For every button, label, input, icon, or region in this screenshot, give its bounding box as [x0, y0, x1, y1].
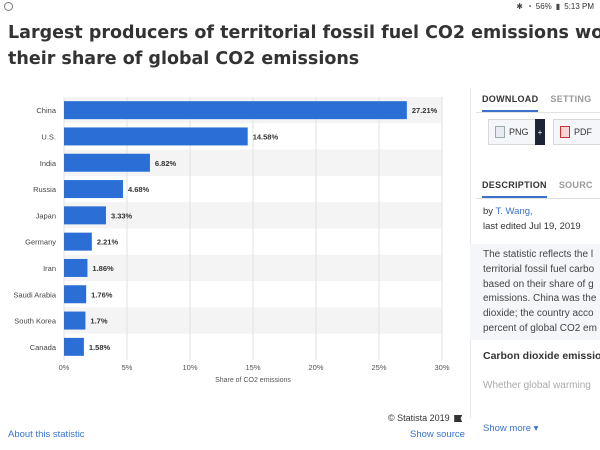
x-tick-label: 5% — [122, 363, 133, 372]
x-tick-label: 10% — [182, 363, 197, 372]
statista-credit: © Statista 2019 — [388, 413, 463, 423]
status-bar: ✱ ◔ 56% ▮ 5:13 PM — [0, 0, 600, 14]
status-right: ✱ ◔ 56% ▮ 5:13 PM — [516, 2, 594, 11]
category-label: South Korea — [14, 317, 57, 326]
description-line: based on their share of g — [483, 278, 594, 290]
data-label: 1.7% — [90, 317, 107, 326]
description-tabs: DESCRIPTION SOURC — [476, 174, 600, 198]
bar — [64, 127, 248, 146]
download-pdf-button[interactable]: PDF — [553, 119, 600, 145]
description-box: The statistic reflects the l territorial… — [470, 244, 600, 340]
bar — [64, 232, 92, 251]
png-label: PNG — [509, 127, 529, 137]
page-title-line1: Largest producers of territorial fossil … — [8, 23, 600, 43]
fade-overlay — [476, 388, 600, 408]
description-line: territorial fossil fuel carbo — [483, 263, 595, 275]
category-label: Canada — [30, 343, 57, 352]
category-label: U.S. — [41, 132, 56, 141]
download-png-button[interactable]: PNG + — [488, 119, 545, 145]
battery-icon: ▮ — [555, 2, 561, 11]
description-line: emissions. China was the — [483, 293, 597, 305]
tab-underline — [476, 112, 600, 113]
bar — [64, 180, 123, 199]
category-label: Russia — [33, 185, 57, 194]
data-label: 1.86% — [92, 264, 114, 273]
bar-chart-svg: China 27.21% U.S. 14.58% India 6.82% Russia 4.6… — [13, 97, 450, 384]
category-label: Saudi Arabia — [13, 290, 56, 299]
author-line: by T. Wang, — [483, 206, 533, 217]
bar — [64, 153, 150, 172]
description-line: The statistic reflects the l — [483, 249, 594, 260]
x-tick-label: 15% — [245, 363, 260, 372]
x-tick-label: 20% — [308, 363, 323, 372]
faded-text: Whether global warming — [483, 380, 591, 391]
section-subheading: Carbon dioxide emissio — [483, 350, 600, 362]
download-buttons: PNG + PDF — [488, 119, 600, 145]
bar — [64, 285, 87, 304]
x-axis-title: Share of CO2 emissions — [215, 377, 291, 384]
data-label: 3.33% — [111, 211, 133, 220]
page-title-line2: their share of global CO2 emissions — [8, 49, 360, 69]
bluetooth-icon: ✱ — [516, 2, 523, 11]
x-tick-label: 25% — [371, 363, 386, 372]
data-label: 14.58% — [253, 132, 279, 141]
bar — [64, 206, 106, 225]
category-label: Germany — [25, 238, 56, 247]
png-plus-icon[interactable]: + — [535, 119, 545, 145]
last-edited: last edited Jul 19, 2019 — [483, 221, 581, 232]
data-label: 2.21% — [97, 238, 119, 247]
x-tick-label: 30% — [434, 363, 449, 372]
by-prefix: by — [483, 206, 494, 217]
data-label: 1.76% — [91, 290, 113, 299]
pdf-file-icon — [560, 126, 570, 138]
data-label: 4.68% — [128, 185, 150, 194]
page-title: Largest producers of territorial fossil … — [8, 20, 600, 72]
category-label: China — [36, 106, 56, 115]
category-label: India — [40, 159, 57, 168]
flag-icon[interactable] — [454, 415, 463, 422]
data-label: 1.58% — [89, 343, 111, 352]
tab-settings[interactable]: SETTING — [550, 94, 592, 104]
clock: 5:13 PM — [564, 2, 594, 11]
show-more-link[interactable]: Show more ▾ — [483, 423, 539, 434]
tab-description[interactable]: DESCRIPTION — [482, 174, 547, 198]
png-file-icon — [495, 126, 505, 138]
credit-text: © Statista 2019 — [388, 413, 450, 423]
bar-chart: China 27.21% U.S. 14.58% India 6.82% Russia 4.6… — [0, 94, 470, 394]
category-label: Japan — [36, 211, 56, 220]
description-line: percent of global CO2 em — [483, 322, 597, 334]
data-label: 27.21% — [412, 106, 438, 115]
author-link[interactable]: T. Wang, — [495, 206, 533, 217]
description-line: dioxide; the country acco — [483, 308, 594, 320]
battery-level: 56% — [535, 2, 552, 11]
bar — [64, 101, 407, 120]
notification-icon — [4, 2, 13, 11]
wifi-icon: ◔ — [526, 2, 532, 11]
x-tick-label: 0% — [59, 363, 70, 372]
show-source-link[interactable]: Show source — [410, 429, 465, 440]
data-label: 6.82% — [155, 159, 177, 168]
tab-download[interactable]: DOWNLOAD — [482, 88, 539, 112]
category-label: Iran — [43, 264, 56, 273]
download-tabs: DOWNLOAD SETTING — [476, 88, 600, 112]
tab-underline-2 — [476, 198, 600, 199]
pdf-label: PDF — [574, 127, 592, 137]
bar — [64, 311, 86, 330]
bar — [64, 258, 88, 277]
bar — [64, 337, 84, 356]
side-panel: DOWNLOAD SETTING PNG + PDF DESCRIPTION S… — [470, 88, 600, 450]
tab-source[interactable]: SOURC — [558, 180, 593, 190]
about-statistic-link[interactable]: About this statistic — [8, 429, 85, 440]
